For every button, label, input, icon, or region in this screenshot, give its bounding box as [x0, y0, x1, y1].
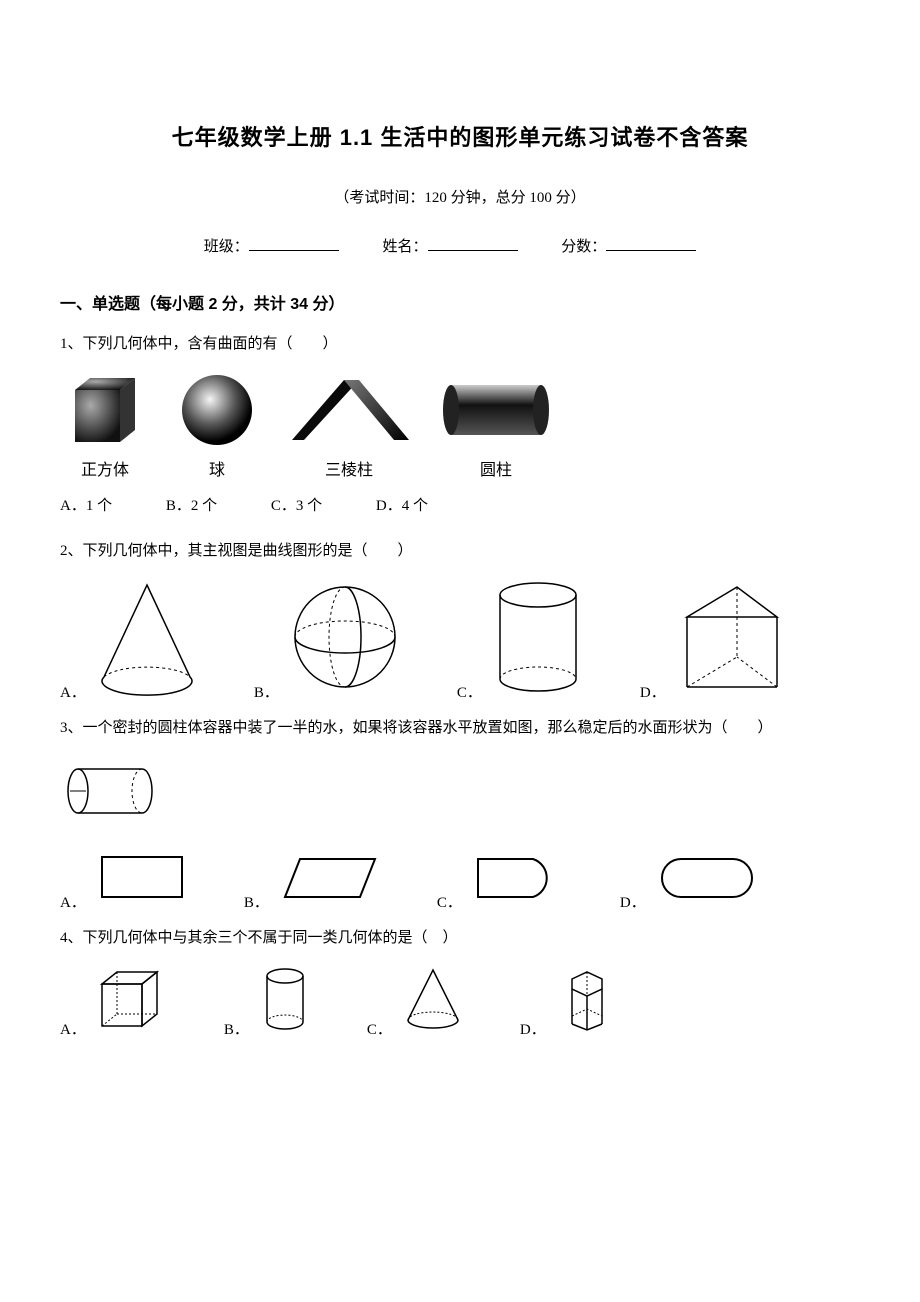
- q4-option-d[interactable]: D．: [520, 964, 622, 1039]
- parallelogram-icon: [275, 847, 385, 912]
- q3-option-a[interactable]: A．: [60, 847, 192, 912]
- small-cylinder-icon: [255, 964, 315, 1039]
- q3-letter-b: B．: [244, 891, 269, 912]
- section-1-heading: 一、单选题（每小题 2 分，共计 34 分）: [60, 290, 860, 314]
- q4-option-b[interactable]: B．: [224, 964, 315, 1039]
- q2-option-d[interactable]: D．: [640, 577, 792, 702]
- score-blank[interactable]: [606, 236, 696, 251]
- horizontal-cylinder-icon: [60, 756, 160, 831]
- q2-option-c[interactable]: C．: [457, 577, 588, 702]
- cylinder-icon: [436, 370, 556, 450]
- q4-option-c[interactable]: C．: [367, 964, 468, 1039]
- question-2-text: 2、下列几何体中，其主视图是曲线图形的是（ ）: [60, 539, 860, 563]
- small-cone-icon: [398, 964, 468, 1039]
- question-3-text: 3、一个密封的圆柱体容器中装了一半的水，如果将该容器水平放置如图，那么稳定后的水…: [60, 716, 860, 740]
- exam-info: （考试时间：120 分钟，总分 100 分）: [60, 186, 860, 207]
- question-1-figures: 正方体 球: [60, 370, 860, 480]
- q2-letter-d: D．: [640, 681, 666, 702]
- q2-letter-c: C．: [457, 681, 482, 702]
- page-title: 七年级数学上册 1.1 生活中的图形单元练习试卷不含答案: [60, 120, 860, 152]
- question-4-text: 4、下列几何体中与其余三个不属于同一类几何体的是（ ）: [60, 926, 860, 950]
- name-label: 姓名：: [382, 239, 427, 255]
- question-4-options: A． B．: [60, 964, 860, 1039]
- q4-letter-c: C．: [367, 1018, 392, 1039]
- class-blank[interactable]: [249, 236, 339, 251]
- q3-option-c[interactable]: C．: [437, 847, 568, 912]
- stadium-icon: [652, 847, 762, 912]
- q4-letter-b: B．: [224, 1018, 249, 1039]
- q2-option-a[interactable]: A．: [60, 577, 202, 702]
- cube-icon: [60, 370, 150, 450]
- q3-option-d[interactable]: D．: [620, 847, 762, 912]
- q2-letter-a: A．: [60, 681, 86, 702]
- hexagonal-prism-icon: [552, 964, 622, 1039]
- cylinder-label: 圆柱: [436, 456, 556, 480]
- sphere-label: 球: [172, 456, 262, 480]
- cube-label: 正方体: [60, 456, 150, 480]
- q1-option-d[interactable]: D．4 个: [376, 494, 428, 515]
- prism-icon: [284, 370, 414, 450]
- q1-option-b[interactable]: B．2 个: [166, 494, 217, 515]
- q3-option-b[interactable]: B．: [244, 847, 385, 912]
- class-label: 班级：: [204, 239, 249, 255]
- q3-letter-a: A．: [60, 891, 86, 912]
- score-label: 分数：: [561, 239, 606, 255]
- question-1-options: A．1 个 B．2 个 C．3 个 D．4 个: [60, 494, 860, 515]
- cone-icon: [92, 577, 202, 702]
- q3-letter-c: C．: [437, 891, 462, 912]
- q1-option-c[interactable]: C．3 个: [271, 494, 322, 515]
- q4-letter-d: D．: [520, 1018, 546, 1039]
- question-2-options: A． B． C．: [60, 577, 860, 702]
- q2-letter-b: B．: [254, 681, 279, 702]
- student-info-row: 班级： 姓名： 分数：: [60, 235, 860, 256]
- question-3-options: A． B． C． D．: [60, 847, 860, 912]
- cuboid-icon: [92, 964, 172, 1039]
- q4-letter-a: A．: [60, 1018, 86, 1039]
- q3-letter-d: D．: [620, 891, 646, 912]
- question-1-text: 1、下列几何体中，含有曲面的有（ ）: [60, 332, 860, 356]
- rectangle-icon: [92, 847, 192, 912]
- q4-option-a[interactable]: A．: [60, 964, 172, 1039]
- cylinder-outline-icon: [488, 577, 588, 702]
- q1-option-a[interactable]: A．1 个: [60, 494, 112, 515]
- name-blank[interactable]: [428, 236, 518, 251]
- q2-option-b[interactable]: B．: [254, 577, 405, 702]
- sphere-icon: [172, 370, 262, 450]
- prism-label: 三棱柱: [284, 456, 414, 480]
- half-stadium-icon: [468, 847, 568, 912]
- sphere-outline-icon: [285, 577, 405, 702]
- question-3-figure: [60, 756, 860, 831]
- triangular-prism-icon: [672, 577, 792, 702]
